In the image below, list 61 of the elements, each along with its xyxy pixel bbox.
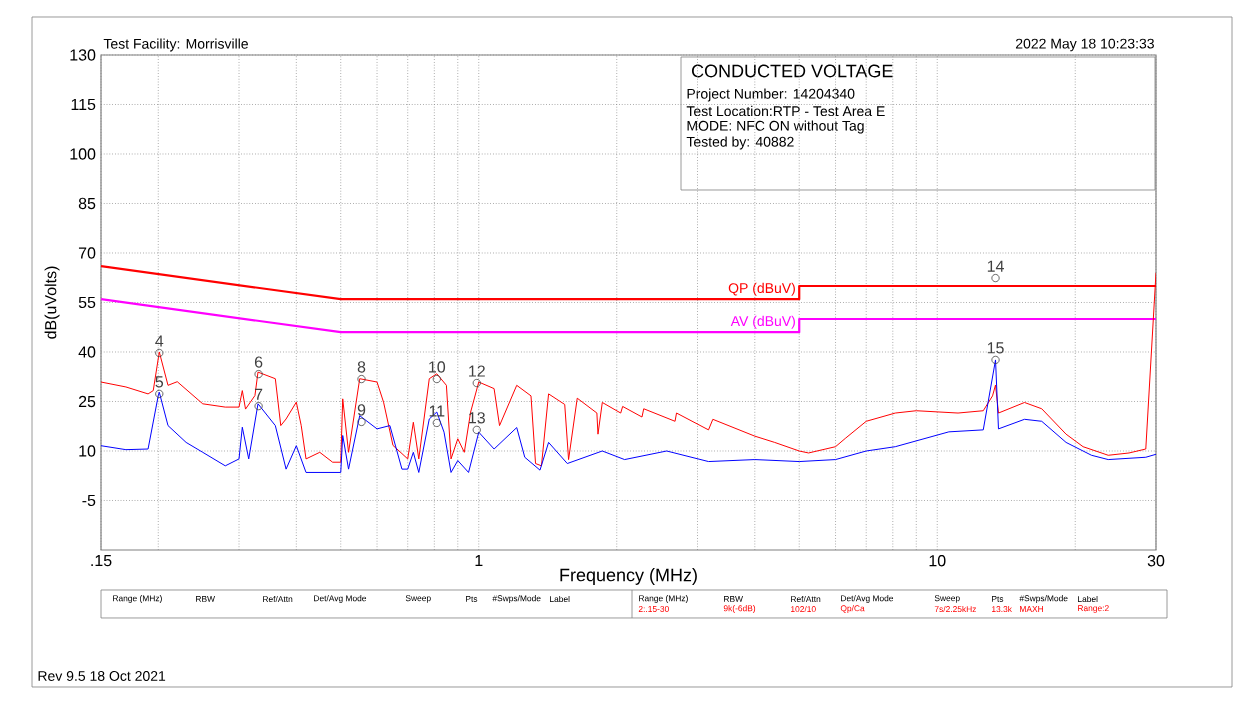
y-tick-label: -5: [82, 494, 96, 507]
text: Rev 9.5 18 Oct 2021: [38, 671, 166, 681]
x-tick-label: 10: [929, 555, 946, 567]
annotation: Test Location:RTP - Test Area E: [686, 105, 885, 117]
text: 2022 May 18 10:23:33: [1015, 38, 1154, 52]
annotation: 9: [357, 404, 366, 416]
text: Ref/Attn: [791, 595, 821, 603]
text: #Swps/Mode: [1019, 595, 1068, 603]
annotation: Tested by: 40882: [686, 136, 794, 150]
y-tick-label: 55: [78, 296, 96, 309]
text: Pts: [992, 596, 1004, 602]
annotation: MODE: NFC ON without Tag: [687, 120, 864, 134]
x-tick-label: .15: [91, 555, 112, 567]
series-label: AV (dBuV): [730, 315, 795, 329]
text: Label: [1078, 595, 1098, 603]
y-tick-label: 70: [78, 247, 96, 259]
chart-title: CONDUCTED VOLTAGE: [691, 64, 893, 78]
annotation: 8: [357, 361, 366, 373]
x-tick-label: 1: [475, 555, 483, 567]
y-tick-label: 115: [71, 98, 96, 111]
y-tick-label: 10: [79, 445, 96, 457]
text: 13.3k: [992, 605, 1012, 613]
annotation: 10: [429, 361, 446, 373]
text: Test Facility: Morrisville: [103, 38, 248, 52]
text: 102/10: [791, 605, 816, 613]
text: Sweep: [405, 595, 431, 603]
text: Ref/Attn: [263, 595, 293, 603]
y-tick-label: 85: [78, 197, 96, 210]
text: 7s/2.25kHz: [934, 605, 977, 613]
text: Qp/Ca: [840, 605, 865, 613]
text: Range:2: [1078, 605, 1109, 613]
series-label: QP (dBuV): [728, 282, 795, 296]
text: Range (MHz): [639, 595, 688, 603]
x-tick-label: 30: [1147, 555, 1165, 567]
text: 9k(-6dB): [723, 605, 756, 613]
text: MAXH: [1020, 606, 1043, 612]
text: RBW: [196, 596, 215, 602]
annotation: 4: [155, 335, 164, 347]
y-tick-label: 40: [78, 346, 96, 358]
text: RBW: [724, 596, 743, 602]
text: #Swps/Mode: [492, 595, 541, 603]
text: Det/Avg Mode: [314, 595, 367, 603]
text: Det/Avg Mode: [841, 595, 894, 603]
text: Sweep: [934, 595, 960, 603]
y-tick-label: 25: [78, 395, 96, 408]
annotation: 15: [987, 342, 1004, 354]
annotation: 7: [254, 388, 263, 400]
text: Range (MHz): [113, 595, 162, 603]
x-axis-title: Frequency (MHz): [560, 568, 697, 585]
annotation: 12: [469, 365, 485, 377]
annotation: 14: [987, 260, 1004, 272]
text: Label: [550, 595, 570, 603]
text: Pts: [466, 596, 478, 602]
y-tick-label: 130: [70, 49, 96, 61]
annotation: 6: [254, 356, 263, 368]
y-tick-label: 100: [70, 148, 96, 160]
text: 2:.15-30: [638, 606, 669, 612]
annotation: 11: [429, 405, 445, 417]
annotation: Project Number: 14204340: [687, 88, 855, 102]
annotation: 5: [155, 376, 164, 388]
y-axis-title: dB(uVolts): [44, 266, 60, 339]
